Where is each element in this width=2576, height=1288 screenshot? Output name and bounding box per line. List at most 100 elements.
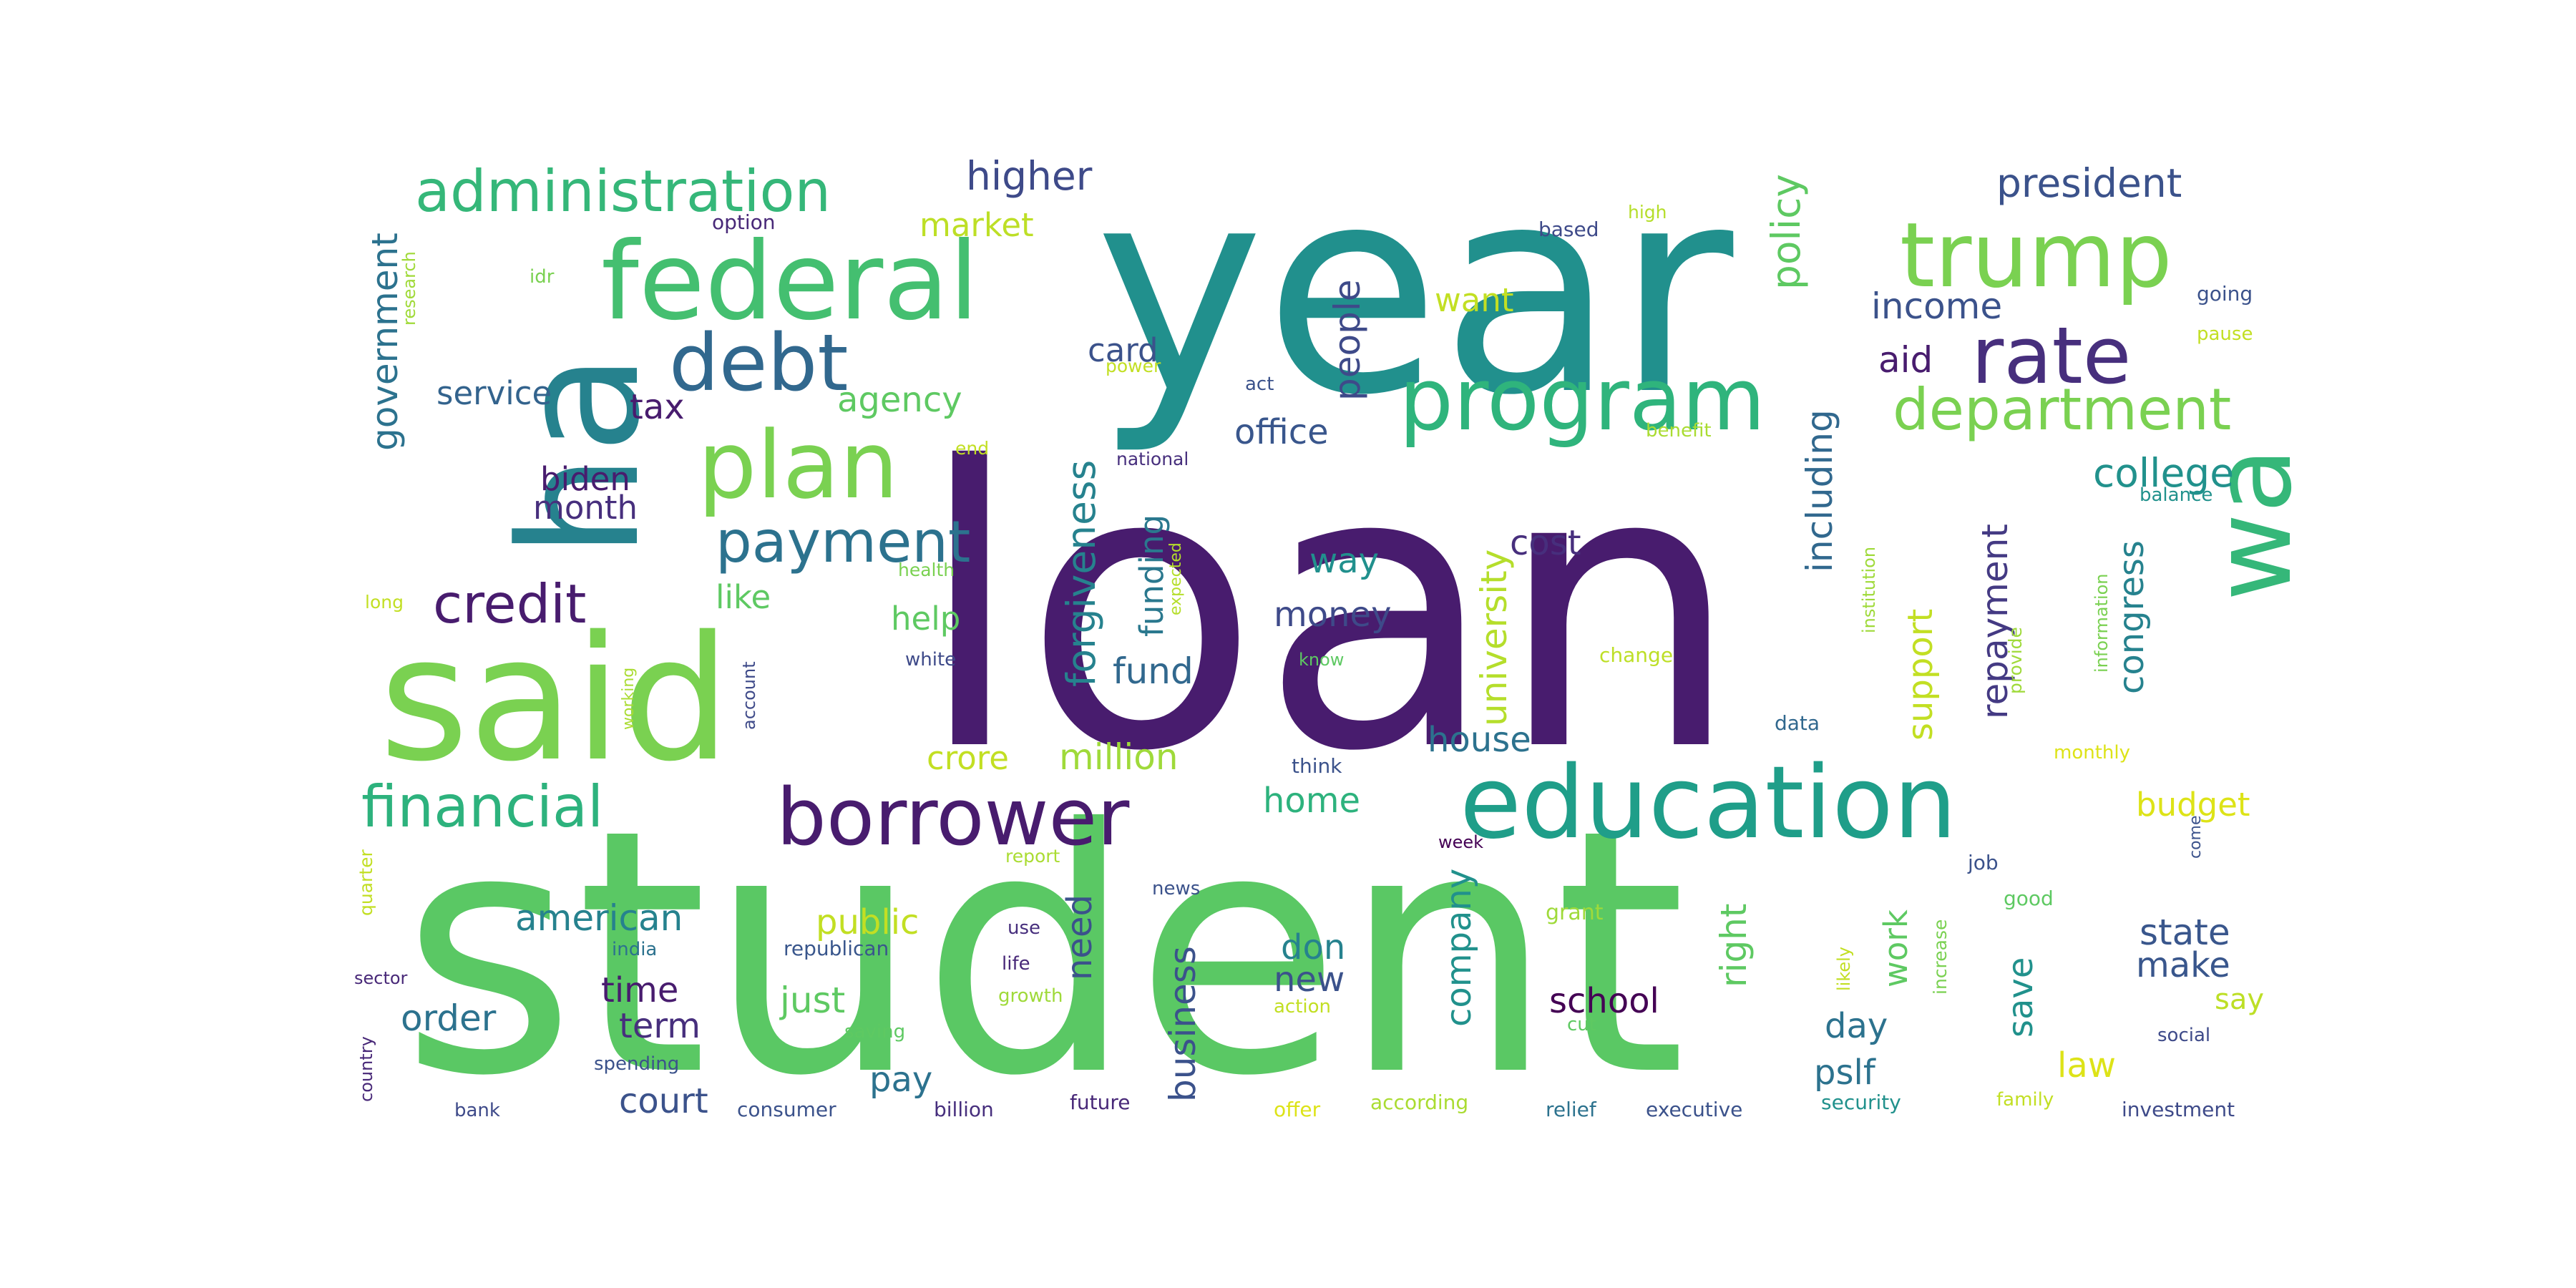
word-ha: ha	[485, 353, 676, 558]
word-white: white	[905, 649, 956, 670]
word-loan: loan	[916, 386, 1742, 836]
word-social: social	[2157, 1025, 2210, 1046]
word-cut: cut	[1567, 1014, 1596, 1035]
word-security: security	[1821, 1091, 1901, 1114]
word-country: country	[356, 1036, 376, 1102]
word-card: card	[1088, 331, 1158, 369]
word-increase: increase	[1930, 919, 1951, 995]
word-house: house	[1428, 720, 1531, 760]
word-republican: republican	[784, 937, 889, 960]
word-monthly: monthly	[2054, 742, 2130, 763]
word-american: american	[515, 897, 683, 939]
word-federal: federal	[601, 220, 979, 344]
word-way: way	[1309, 541, 1379, 581]
word-university: university	[1473, 550, 1515, 726]
word-education: education	[1460, 745, 1957, 862]
word-national: national	[1116, 449, 1189, 469]
word-pay: pay	[869, 1060, 932, 1100]
word-bank: bank	[454, 1100, 500, 1121]
word-need: need	[1060, 894, 1100, 980]
word-institution: institution	[1859, 547, 1879, 633]
word-according: according	[1370, 1091, 1468, 1114]
word-family: family	[1996, 1089, 2054, 1111]
word-department: department	[1893, 376, 2231, 443]
word-data: data	[1775, 711, 1820, 735]
word-college: college	[2093, 450, 2234, 496]
word-india: india	[612, 939, 657, 960]
word-biden: biden	[540, 460, 630, 498]
word-high: high	[1628, 202, 1667, 223]
word-offer: offer	[1274, 1098, 1321, 1121]
word-tax: tax	[630, 387, 685, 427]
word-administration: administration	[415, 158, 831, 225]
word-policy: policy	[1763, 174, 1809, 290]
word-spending: spending	[594, 1053, 679, 1075]
word-pslf: pslf	[1814, 1053, 1876, 1093]
word-order: order	[401, 997, 497, 1039]
word-support: support	[1901, 609, 1941, 741]
word-don: don	[1281, 927, 1345, 967]
word-business: business	[1162, 946, 1204, 1102]
word-fund: fund	[1113, 650, 1194, 692]
word-growth: growth	[998, 985, 1063, 1007]
word-good: good	[2004, 887, 2054, 910]
word-school: school	[1549, 981, 1659, 1021]
word-higher: higher	[966, 153, 1093, 199]
word-pause: pause	[2197, 323, 2253, 345]
word-change: change	[1599, 643, 1673, 667]
word-public: public	[816, 902, 919, 942]
word-think: think	[1292, 754, 1342, 778]
word-program: program	[1399, 351, 1765, 450]
word-government: government	[364, 233, 406, 451]
word-repayment: repayment	[1974, 524, 2016, 719]
word-make: make	[2136, 945, 2230, 985]
word-save: save	[2001, 957, 2041, 1038]
word-million: million	[1059, 736, 1179, 778]
word-week: week	[1438, 832, 1483, 852]
word-benefit: benefit	[1646, 420, 1712, 441]
word-home: home	[1263, 781, 1360, 821]
word-just: just	[779, 980, 845, 1021]
word-term: term	[619, 1006, 701, 1046]
word-account: account	[739, 661, 759, 730]
word-forgiveness: forgiveness	[1058, 460, 1104, 687]
word-help: help	[891, 600, 960, 638]
word-crore: crore	[927, 739, 1009, 777]
word-office: office	[1234, 412, 1329, 452]
word-aid: aid	[1878, 339, 1933, 381]
word-agency: agency	[837, 380, 962, 420]
word-state: state	[2140, 912, 2230, 953]
word-said: said	[379, 599, 731, 799]
word-come: come	[2187, 815, 2205, 859]
word-based: based	[1538, 218, 1599, 241]
word-market: market	[919, 206, 1034, 244]
word-grant: grant	[1546, 900, 1604, 925]
word-working: working	[620, 668, 638, 730]
word-court: court	[619, 1081, 708, 1121]
word-budget: budget	[2136, 786, 2250, 824]
word-expected: expected	[1167, 542, 1185, 615]
word-plan: plan	[698, 411, 899, 519]
word-action: action	[1274, 996, 1331, 1018]
word-billion: billion	[934, 1098, 994, 1121]
word-funding: funding	[1133, 514, 1171, 637]
word-use: use	[1008, 917, 1040, 939]
word-act: act	[1245, 374, 1274, 395]
word-company: company	[1439, 869, 1479, 1027]
word-saving: saving	[844, 1021, 905, 1043]
word-new: new	[1274, 960, 1345, 1000]
word-research: research	[399, 251, 419, 326]
word-financial: financial	[361, 774, 603, 840]
word-day: day	[1825, 1006, 1888, 1046]
word-end: end	[955, 438, 989, 459]
word-future: future	[1070, 1091, 1130, 1114]
word-consumer: consumer	[737, 1098, 836, 1121]
word-information: information	[2092, 573, 2112, 673]
word-student: student	[401, 758, 1687, 1149]
word-going: going	[2197, 282, 2253, 306]
word-right: right	[1713, 904, 1755, 987]
word-power: power	[1106, 356, 1161, 376]
word-life: life	[1002, 953, 1030, 975]
word-health: health	[898, 560, 955, 580]
